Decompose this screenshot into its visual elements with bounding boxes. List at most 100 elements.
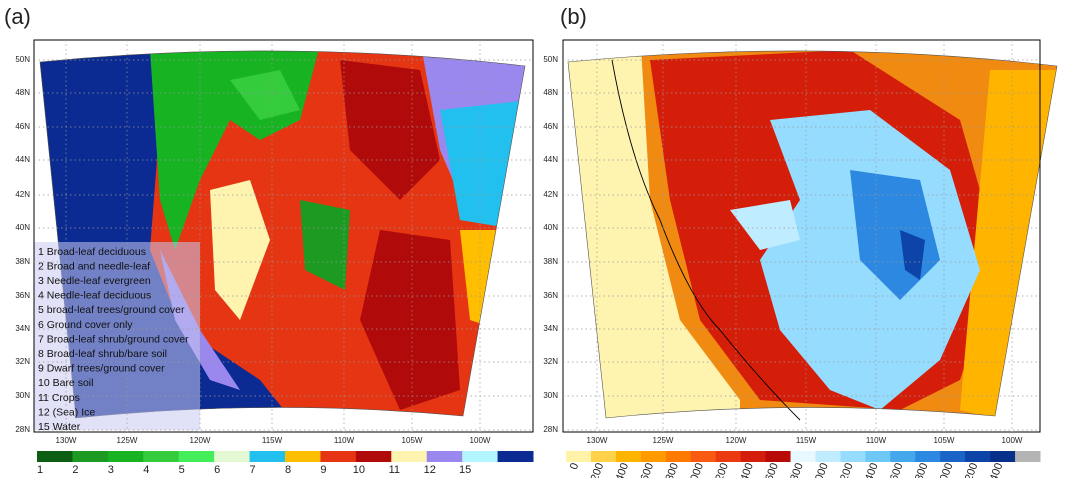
colorbar-label: 7: [250, 464, 256, 476]
lat-tick-label: 48N: [543, 88, 558, 97]
legend-entry: 2 Broad and needle-leaf: [38, 260, 150, 272]
lat-tick-label: 40N: [15, 223, 30, 232]
colorbar-label: 9: [320, 464, 326, 476]
lon-tick-label: 125W: [117, 436, 138, 445]
colorbar-label: 11: [389, 464, 400, 476]
colorbar-label: 8: [285, 464, 291, 476]
frame: [562, 39, 1041, 433]
legend-entry: 3 Needle-leaf evergreen: [38, 275, 151, 287]
colorbar-label: 200: [589, 461, 607, 478]
lon-tick-label: 100W: [470, 436, 491, 445]
colorbar-segment: [715, 451, 742, 462]
colorbar-label: 5: [179, 464, 185, 476]
legend-box: [34, 242, 200, 430]
colorbar-segment: [940, 451, 966, 462]
lon-tick-label: 130W: [587, 436, 608, 445]
colorbar-segment: [790, 451, 816, 462]
colorbar-label: 3: [108, 464, 114, 476]
lat-tick-label: 28N: [543, 425, 558, 434]
colorbar-label: 15: [459, 464, 471, 476]
lon-tick-label: 130W: [56, 436, 77, 445]
lat-tick-label: 44N: [543, 155, 558, 164]
lon-tick-label: 115W: [262, 436, 283, 445]
colorbar-segment: [1015, 451, 1041, 462]
colorbar-label: 10: [353, 464, 365, 476]
colorbar-segment: [249, 451, 286, 462]
elevation-map: [568, 50, 1057, 419]
lat-tick-label: 34N: [543, 324, 558, 333]
legend-entry: 4 Needle-leaf deciduous: [38, 290, 151, 302]
panel-label: (b): [560, 4, 587, 29]
lat-tick-label: 30N: [15, 391, 30, 400]
colorbar-segment: [462, 451, 499, 462]
legend-entry: 15 Water: [38, 421, 81, 433]
lon-tick-label: 110W: [334, 436, 355, 445]
colorbar-label: 2: [72, 464, 78, 476]
colorbar-label: 600: [639, 461, 657, 478]
legend-entry: 11 Crops: [38, 392, 80, 404]
colorbar-segment: [143, 451, 180, 462]
colorbar-label: 800: [664, 461, 682, 478]
lat-tick-label: 36N: [15, 291, 30, 300]
colorbar-segment: [990, 451, 1016, 462]
legend-entry: 6 Ground cover only: [38, 319, 133, 331]
colorbar-label: 2400: [861, 461, 881, 478]
lon-tick-label: 105W: [402, 436, 423, 445]
lon-tick-label: 115W: [796, 436, 817, 445]
colorbar-segment: [178, 451, 215, 462]
colorbar-label: 0: [568, 461, 581, 471]
colorbar-segment: [590, 451, 617, 462]
colorbar-segment: [391, 451, 428, 462]
colorbar-segment: [497, 451, 534, 462]
colorbar-segment: [865, 451, 891, 462]
colorbar-segment: [285, 451, 321, 462]
colorbar-label: 4: [143, 464, 149, 476]
colorbar-segment: [640, 451, 667, 462]
legend-entry: 9 Dwarf trees/ground cover: [38, 363, 165, 375]
colorbar-label: 400: [614, 461, 632, 478]
legend-entry: 10 Bare soil: [38, 377, 93, 389]
lat-tick-label: 36N: [543, 291, 558, 300]
colorbar-segment: [615, 451, 642, 462]
lon-tick-label: 125W: [653, 436, 674, 445]
legend-entry: 12 (Sea) Ice: [38, 406, 95, 418]
legend-entry: 7 Broad-leaf shrub/ground cover: [38, 333, 189, 345]
colorbar-segment: [965, 451, 991, 462]
lat-tick-label: 32N: [543, 357, 558, 366]
colorbar-segment: [214, 451, 251, 462]
colorbar-label: 2000: [811, 461, 831, 478]
colorbar-segment: [765, 451, 792, 462]
lat-tick-label: 42N: [543, 190, 558, 199]
colorbar-label: 1600: [761, 461, 781, 478]
colorbar-label: 1: [37, 464, 43, 476]
lat-tick-label: 38N: [15, 257, 30, 266]
colorbar-label: 1000: [686, 461, 706, 478]
lon-tick-label: 105W: [934, 436, 955, 445]
frame: [33, 39, 534, 433]
panel-label: (a): [4, 4, 31, 29]
legend-entry: 5 broad-leaf trees/ground cover: [38, 304, 185, 316]
colorbar-label: 1800: [786, 461, 806, 478]
colorbar-label: 3400: [986, 461, 1006, 478]
colorbar-label: 2600: [886, 461, 906, 478]
colorbar-label: 12: [424, 464, 436, 476]
lat-tick-label: 30N: [543, 391, 558, 400]
colorbar-segment: [72, 451, 109, 462]
colorbar-segment: [426, 451, 463, 462]
lat-tick-label: 46N: [543, 122, 558, 131]
colorbar-segment: [740, 451, 767, 462]
legend-entry: 1 Broad-leaf deciduous: [38, 246, 146, 258]
lat-tick-label: 48N: [15, 88, 30, 97]
lat-tick-label: 40N: [543, 223, 558, 232]
colorbar-segment: [690, 451, 717, 462]
colorbar-segment: [890, 451, 916, 462]
colorbar-label: 1200: [711, 461, 731, 478]
colorbar-label: 2200: [836, 461, 856, 478]
legend-entry: 8 Broad-leaf shrub/bare soil: [38, 348, 167, 360]
lat-tick-label: 50N: [15, 55, 30, 64]
colorbar-label: 2800: [911, 461, 931, 478]
lat-tick-label: 44N: [15, 155, 30, 164]
lat-tick-label: 28N: [15, 425, 30, 434]
colorbar-label: 3200: [961, 461, 981, 478]
